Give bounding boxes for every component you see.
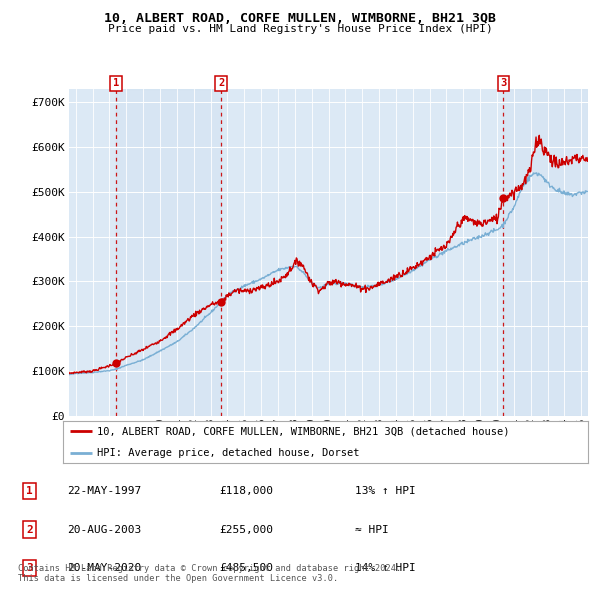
Text: 22-MAY-1997: 22-MAY-1997	[67, 486, 141, 496]
Text: 20-AUG-2003: 20-AUG-2003	[67, 525, 141, 535]
Text: 1: 1	[113, 78, 119, 88]
Bar	[116, 88, 221, 416]
Text: 1: 1	[26, 486, 32, 496]
Text: Price paid vs. HM Land Registry's House Price Index (HPI): Price paid vs. HM Land Registry's House …	[107, 24, 493, 34]
Text: ≈ HPI: ≈ HPI	[355, 525, 388, 535]
Text: 13% ↑ HPI: 13% ↑ HPI	[355, 486, 415, 496]
Text: £255,000: £255,000	[220, 525, 274, 535]
Text: 2: 2	[26, 525, 32, 535]
Text: 3: 3	[26, 563, 32, 573]
Text: £485,500: £485,500	[220, 563, 274, 573]
Text: 10, ALBERT ROAD, CORFE MULLEN, WIMBORNE, BH21 3QB: 10, ALBERT ROAD, CORFE MULLEN, WIMBORNE,…	[104, 12, 496, 25]
Bar	[503, 88, 588, 416]
Text: Contains HM Land Registry data © Crown copyright and database right 2024.
This d: Contains HM Land Registry data © Crown c…	[18, 563, 401, 583]
Text: 10, ALBERT ROAD, CORFE MULLEN, WIMBORNE, BH21 3QB (detached house): 10, ALBERT ROAD, CORFE MULLEN, WIMBORNE,…	[97, 427, 509, 436]
Text: 2: 2	[218, 78, 224, 88]
Text: 14% ↑ HPI: 14% ↑ HPI	[355, 563, 415, 573]
Text: 3: 3	[500, 78, 506, 88]
Text: 20-MAY-2020: 20-MAY-2020	[67, 563, 141, 573]
Text: HPI: Average price, detached house, Dorset: HPI: Average price, detached house, Dors…	[97, 448, 359, 457]
Text: £118,000: £118,000	[220, 486, 274, 496]
